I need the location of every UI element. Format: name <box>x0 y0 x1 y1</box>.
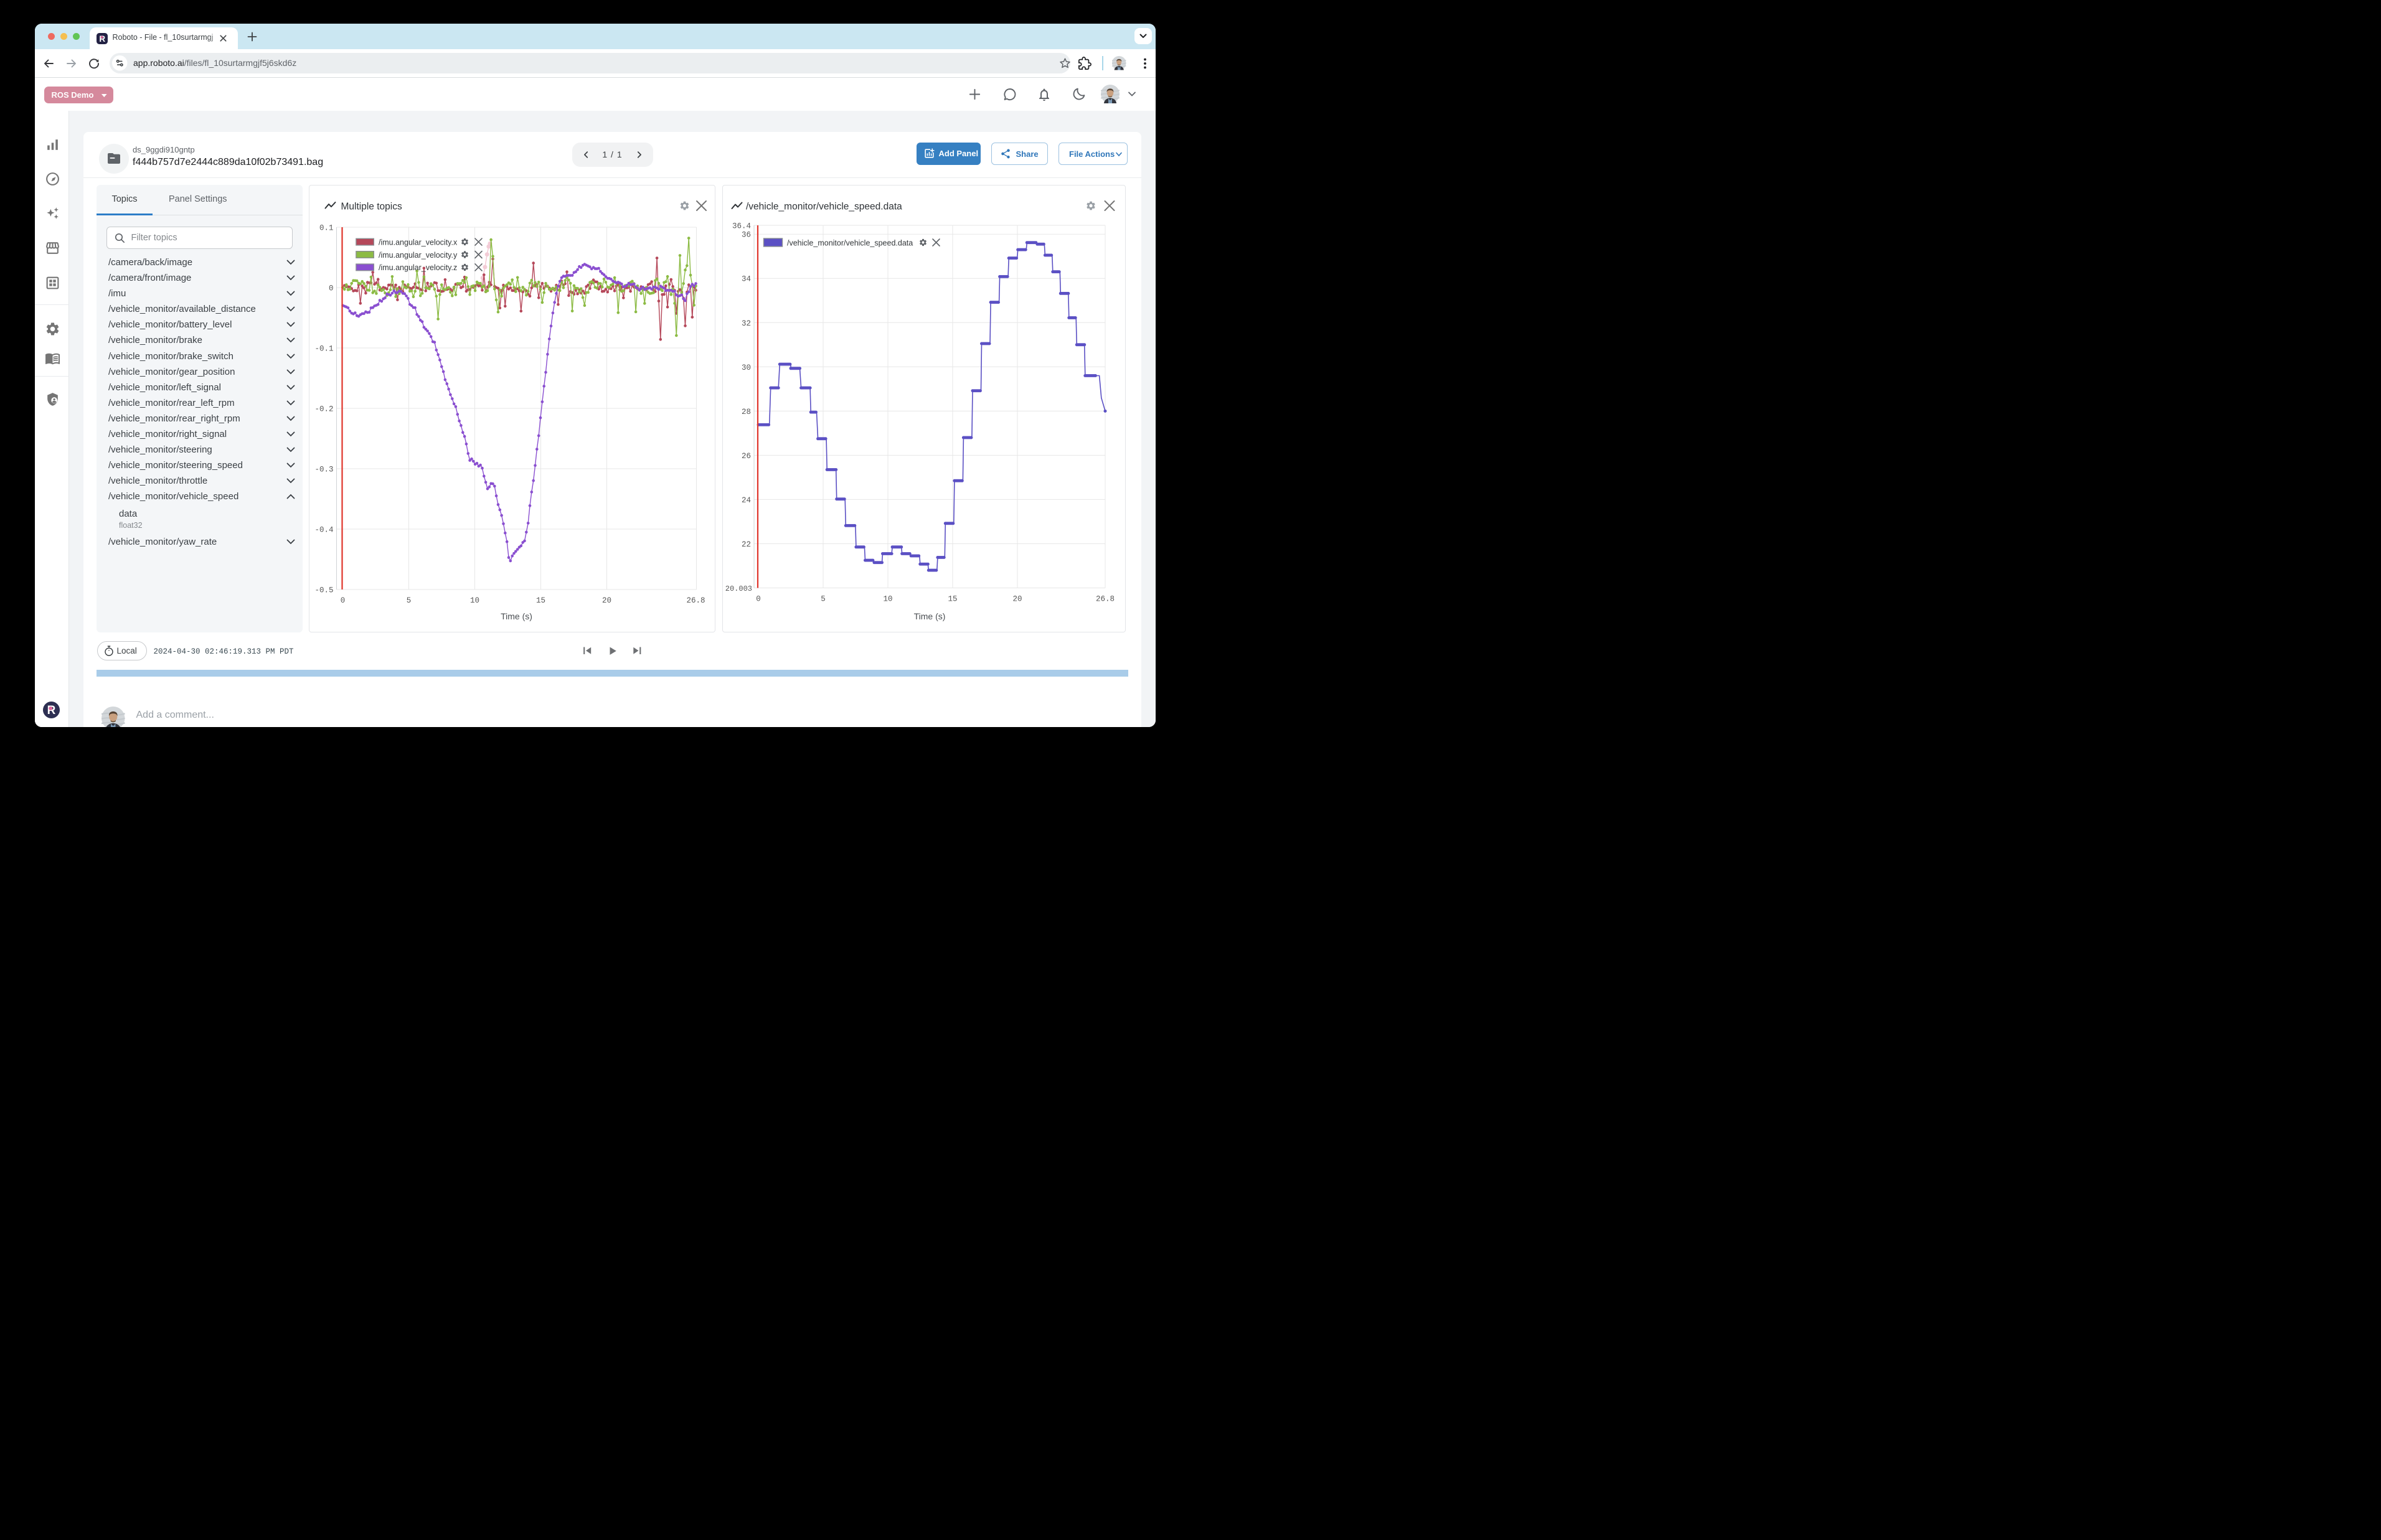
svg-text:20: 20 <box>602 596 611 605</box>
svg-text:-0.3: -0.3 <box>314 466 333 474</box>
svg-text:-0.2: -0.2 <box>314 405 333 414</box>
svg-text:5: 5 <box>821 595 826 604</box>
svg-text:26: 26 <box>741 452 750 461</box>
svg-text:Time (s): Time (s) <box>913 611 945 621</box>
svg-text:R: R <box>47 704 55 717</box>
svg-text:/vehicle_monitor/vehicle_speed: /vehicle_monitor/vehicle_speed.data <box>746 202 902 212</box>
svg-text:22: 22 <box>741 540 750 549</box>
svg-text:28: 28 <box>741 408 750 416</box>
svg-text:-0.1: -0.1 <box>314 345 333 354</box>
svg-text:10: 10 <box>883 595 892 604</box>
svg-text:15: 15 <box>536 596 545 605</box>
svg-text:/imu.angular_velocity.x: /imu.angular_velocity.x <box>379 238 458 246</box>
svg-text:0.1: 0.1 <box>319 224 334 233</box>
svg-text:20.003: 20.003 <box>725 585 752 593</box>
svg-text:36: 36 <box>741 231 750 240</box>
svg-text:Multiple topics: Multiple topics <box>341 202 402 212</box>
svg-text:-0.4: -0.4 <box>314 526 333 535</box>
svg-text:Time (s): Time (s) <box>501 611 532 621</box>
svg-text:20: 20 <box>1012 595 1022 604</box>
svg-text:24: 24 <box>741 496 750 505</box>
svg-text:26.8: 26.8 <box>1095 595 1114 604</box>
svg-text:30: 30 <box>741 364 750 372</box>
svg-text:10: 10 <box>470 596 479 605</box>
svg-text:/imu.angular_velocity.y: /imu.angular_velocity.y <box>379 251 458 260</box>
svg-text:/vehicle_monitor/vehicle_speed: /vehicle_monitor/vehicle_speed.data <box>787 239 913 248</box>
svg-text:0: 0 <box>341 596 346 605</box>
svg-text:15: 15 <box>948 595 957 604</box>
svg-text:32: 32 <box>741 319 750 328</box>
svg-text:36.4: 36.4 <box>732 222 750 231</box>
svg-text:R: R <box>99 34 105 44</box>
svg-text:0: 0 <box>756 595 761 604</box>
svg-text:0: 0 <box>329 284 334 293</box>
svg-text:-0.5: -0.5 <box>314 586 333 595</box>
svg-text:34: 34 <box>741 275 750 284</box>
svg-text:5: 5 <box>407 596 412 605</box>
svg-text:26.8: 26.8 <box>686 596 705 605</box>
svg-text:/imu.angular_velocity.z: /imu.angular_velocity.z <box>379 263 457 272</box>
